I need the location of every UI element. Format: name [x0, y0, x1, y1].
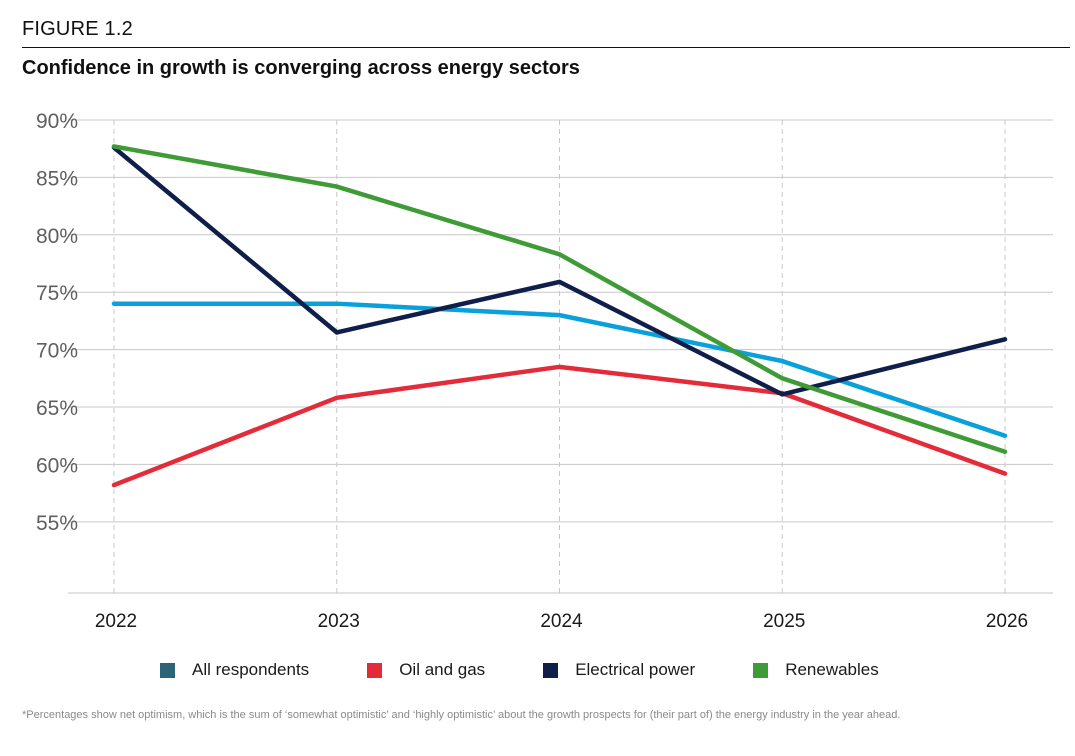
y-tick-label: 55% — [36, 512, 78, 535]
y-tick-label: 75% — [36, 282, 78, 305]
y-axis-ticks: 55% 60% 65% 70% 75% 80% 85% 90% — [36, 110, 78, 535]
x-tick-label: 2025 — [763, 611, 805, 632]
figure-label: FIGURE 1.2 — [22, 18, 133, 40]
y-tick-label: 70% — [36, 340, 78, 363]
chart-title: Confidence in growth is converging acros… — [22, 57, 580, 79]
legend-item-electrical-power: Electrical power — [543, 660, 695, 680]
x-tick-label: 2022 — [95, 611, 137, 632]
legend-label: Renewables — [785, 660, 879, 679]
series-line-electrical-power — [111, 145, 1008, 397]
series-line-renewables — [111, 144, 1008, 455]
y-tick-label: 65% — [36, 397, 78, 420]
legend-swatch — [160, 662, 175, 678]
x-tick-label: 2026 — [986, 611, 1028, 632]
y-tick-label: 80% — [36, 225, 78, 248]
legend-label: Oil and gas — [399, 660, 486, 679]
y-tick-label: 60% — [36, 454, 78, 477]
legend-item-all-respondents: All respondents — [160, 660, 309, 680]
x-tick-label: 2024 — [540, 611, 583, 632]
legend-swatch — [367, 662, 383, 678]
legend-swatch — [543, 662, 559, 678]
legend-item-renewables: Renewables — [753, 660, 879, 680]
y-tick-label: 85% — [36, 167, 78, 190]
vertical-gridlines — [113, 120, 1006, 593]
legend: All respondents Oil and gas Electrical pow… — [160, 660, 937, 680]
series-line-all-respondents — [111, 301, 1008, 438]
legend-swatch — [753, 662, 769, 678]
footnote: *Percentages show net optimism, which is… — [22, 709, 901, 721]
x-tick-label: 2023 — [318, 611, 360, 632]
series-lines — [111, 144, 1008, 488]
y-tick-label: 90% — [36, 110, 78, 133]
series-line-oil-and-gas — [111, 364, 1008, 488]
legend-item-oil-and-gas: Oil and gas — [367, 660, 485, 680]
x-axis-ticks: 2022 2023 2024 2025 2026 — [95, 611, 1028, 632]
legend-label: All respondents — [192, 660, 310, 679]
horizontal-gridlines — [68, 119, 1053, 523]
legend-label: Electrical power — [575, 660, 696, 679]
line-chart: 55%60%65%70%75%80%85%90% 2022 2023 2024 202… — [36, 110, 1053, 632]
header-divider — [22, 47, 1070, 48]
